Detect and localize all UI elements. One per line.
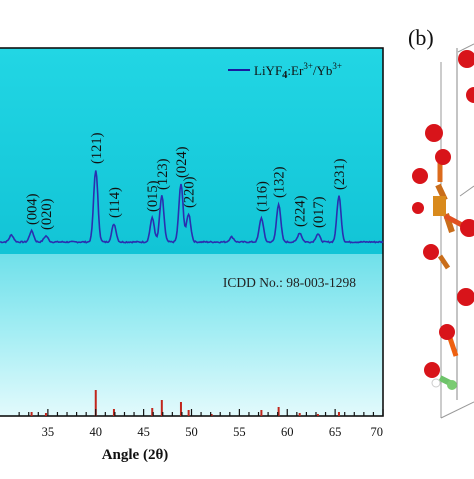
atom	[425, 124, 443, 142]
x-tick-label: 40	[90, 425, 103, 439]
x-tick-label: 60	[281, 425, 294, 439]
peak-label: (024)	[174, 146, 190, 178]
peak-label: (004)	[25, 193, 41, 225]
x-tick-label: 50	[185, 425, 198, 439]
atom	[447, 380, 457, 390]
atom	[460, 219, 474, 237]
atom	[458, 50, 474, 68]
plot-frame	[0, 47, 384, 417]
peak-label: (231)	[332, 158, 348, 190]
peak-label: (132)	[272, 166, 288, 198]
x-tick-label: 70	[371, 425, 384, 439]
atom	[457, 288, 474, 306]
atom	[435, 149, 451, 165]
atom	[439, 324, 455, 340]
peak-label: (114)	[107, 187, 123, 218]
x-axis: 35 40 45 50 55 60 65 70	[18, 409, 384, 439]
atom	[431, 378, 441, 388]
plot-upper-band	[0, 48, 383, 254]
peak-label: (220)	[182, 176, 198, 208]
plot-lower-band	[0, 254, 383, 416]
x-axis-title: Angle (2θ)	[102, 447, 169, 463]
panel-b-label: (b)	[408, 25, 434, 50]
atom	[466, 87, 474, 103]
peak-label: (121)	[89, 132, 105, 164]
peak-label: (224)	[293, 195, 309, 227]
yttrium-atom	[433, 196, 446, 216]
legend-label: LiYF4:Er3+/Yb3+	[254, 61, 342, 81]
crystal-structure	[412, 43, 474, 419]
x-tick-label: 45	[137, 425, 150, 439]
x-tick-label: 65	[329, 425, 342, 439]
atom	[412, 202, 424, 214]
atom	[424, 362, 440, 378]
atom	[412, 168, 428, 184]
peak-label: (116)	[254, 181, 270, 212]
atom	[423, 244, 439, 260]
xrd-pattern-line	[0, 170, 384, 244]
peak-label: (123)	[155, 158, 171, 190]
peak-labels: (004)(020) (121) (114) (015)(123) (024)(220)…	[25, 132, 348, 230]
x-tick-label: 55	[233, 425, 246, 439]
legend: LiYF4:Er3+/Yb3+	[228, 61, 342, 81]
peak-label: (017)	[311, 196, 327, 228]
reference-label: ICDD No.: 98-003-1298	[223, 275, 356, 290]
peak-label: (020)	[39, 198, 55, 230]
x-tick-label: 35	[42, 425, 55, 439]
peak-label: (015)	[145, 180, 161, 212]
